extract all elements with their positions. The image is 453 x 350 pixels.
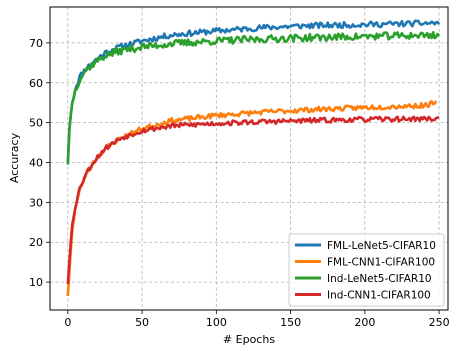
legend-label: FML-LeNet5-CIFAR10 [327,240,436,252]
y-tick-label: 50 [29,117,43,130]
legend-label: Ind-LeNet5-CIFAR10 [327,273,432,285]
x-tick-label: 150 [280,316,301,329]
series-layer [66,19,441,297]
plot-frame [49,6,449,311]
series-line [66,30,441,165]
x-tick-label: 100 [206,316,227,329]
y-tick-label: 70 [29,37,43,50]
legend: FML-LeNet5-CIFAR10 FML-CNN1-CIFAR100 Ind-L… [288,233,445,307]
x-axis-label: # Epochs [223,333,275,346]
x-axis: 0 50 100 150 200 250 [64,310,450,329]
legend-label: Ind-CNN1-CIFAR100 [327,290,431,302]
legend-box [288,233,445,307]
y-tick-label: 20 [29,236,43,249]
series-line [66,19,441,165]
x-tick-label: 250 [429,316,450,329]
y-axis-label: Accuracy [8,132,21,183]
y-tick-label: 10 [29,276,43,289]
x-tick-label: 0 [64,316,71,329]
x-tick-label: 200 [354,316,375,329]
series-line [66,115,440,285]
legend-label: FML-CNN1-CIFAR100 [327,257,435,269]
x-tick-label: 50 [135,316,149,329]
y-tick-label: 30 [29,196,43,209]
y-axis: 10 20 30 40 50 60 70 [29,37,50,289]
y-tick-label: 40 [29,156,43,169]
y-tick-label: 60 [29,77,43,90]
